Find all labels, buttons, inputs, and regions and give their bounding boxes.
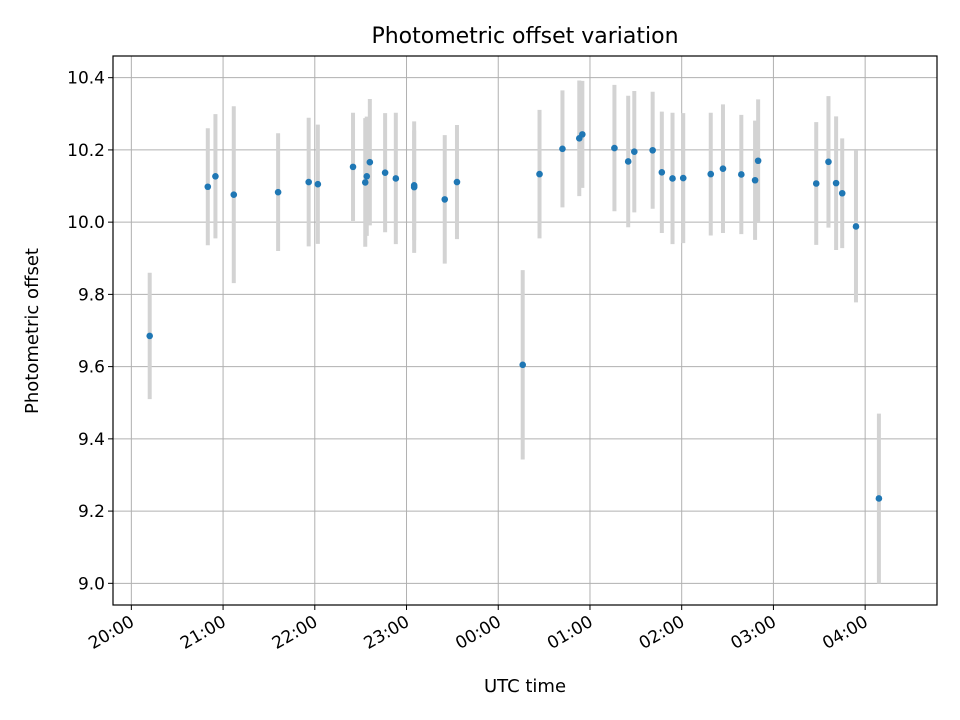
data-point <box>631 148 638 156</box>
data-point <box>852 223 860 230</box>
data-point <box>838 189 846 197</box>
data-point <box>204 183 212 191</box>
data-point <box>519 361 527 369</box>
data-point <box>536 170 543 178</box>
data-point <box>738 171 745 178</box>
data-point <box>366 158 374 166</box>
data-point <box>305 178 312 186</box>
data-point <box>579 131 586 138</box>
data-point <box>751 176 759 184</box>
data-point <box>754 157 762 165</box>
data-point <box>875 495 883 502</box>
data-points <box>146 131 883 502</box>
data-point <box>349 163 357 171</box>
y-axis-ticks: 9.0 9.2 9.4 9.6 9.8 10.0 10.2 10.4 <box>67 69 113 594</box>
y-tick-label: 10.0 <box>67 213 105 233</box>
data-point <box>410 183 418 191</box>
data-point <box>812 180 820 187</box>
data-point <box>679 174 687 182</box>
chart-title: Photometric offset variation <box>371 24 678 49</box>
y-axis-label: Photometric offset <box>22 248 43 414</box>
data-point <box>146 332 153 340</box>
x-axis-label: UTC time <box>484 676 566 697</box>
data-point <box>392 175 400 182</box>
data-point <box>624 158 632 165</box>
data-point <box>361 179 369 186</box>
data-point <box>658 169 666 176</box>
data-point <box>719 165 727 172</box>
y-tick-label: 9.4 <box>78 430 105 450</box>
data-point <box>314 180 322 188</box>
y-tick-label: 10.4 <box>67 69 105 89</box>
y-tick-label: 10.2 <box>67 141 105 161</box>
data-point <box>441 196 449 203</box>
data-point <box>212 172 219 180</box>
data-point <box>274 188 282 196</box>
y-tick-label: 9.8 <box>78 285 105 305</box>
data-point <box>669 175 676 182</box>
plot-frame <box>112 55 938 606</box>
data-point <box>649 146 656 154</box>
data-point <box>559 145 566 153</box>
data-point <box>381 169 389 176</box>
data-point <box>363 172 371 180</box>
y-tick-label: 9.2 <box>78 502 105 522</box>
data-point <box>707 170 715 178</box>
data-point <box>453 178 461 186</box>
data-point <box>832 179 840 187</box>
y-tick-label: 9.0 <box>78 574 105 594</box>
grid <box>113 56 937 605</box>
data-point <box>825 158 832 166</box>
data-point <box>611 144 618 152</box>
data-point <box>230 191 238 198</box>
y-tick-label: 9.6 <box>78 358 105 378</box>
